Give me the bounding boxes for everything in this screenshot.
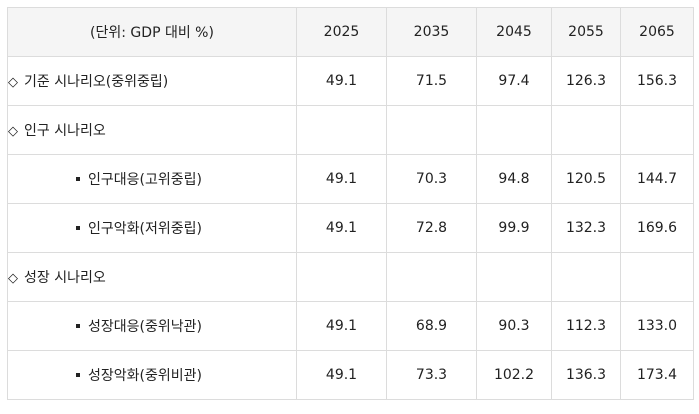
unit-label-header: (단위: GDP 대비 %) [7, 7, 297, 57]
square-bullet-icon [76, 177, 80, 181]
diamond-icon: ◇ [8, 75, 18, 90]
table-cell: 68.9 [386, 301, 477, 351]
table-cell: 71.5 [386, 56, 477, 106]
diamond-icon: ◇ [8, 124, 18, 139]
table-cell: 49.1 [296, 154, 387, 204]
table-cell: 99.9 [476, 203, 552, 253]
table-cell: 49.1 [296, 56, 387, 106]
table-cell: 132.3 [551, 203, 621, 253]
row-label: 인구대응(고위중립) [7, 154, 297, 204]
table-row: 성장악화(중위비관) 49.1 73.3 102.2 136.3 173.4 [7, 350, 694, 400]
table-cell: 90.3 [476, 301, 552, 351]
scenario-name: 기준 시나리오(중위중립) [24, 74, 169, 90]
table-cell [386, 252, 477, 302]
row-label: 성장악화(중위비관) [7, 350, 297, 400]
table-cell: 70.3 [386, 154, 477, 204]
year-header: 2035 [386, 7, 477, 57]
table-row: ◇ 성장 시나리오 [7, 252, 694, 302]
scenario-name: 성장악화(중위비관) [88, 368, 202, 384]
table-cell: 144.7 [620, 154, 694, 204]
table-cell: 73.3 [386, 350, 477, 400]
table-cell [620, 252, 694, 302]
table-cell [551, 252, 621, 302]
table-row: 인구대응(고위중립) 49.1 70.3 94.8 120.5 144.7 [7, 154, 694, 204]
table-cell: 72.8 [386, 203, 477, 253]
row-label: ◇ 기준 시나리오(중위중립) [7, 56, 297, 106]
year-header: 2025 [296, 7, 387, 57]
table-row: ◇ 기준 시나리오(중위중립) 49.1 71.5 97.4 126.3 156.… [7, 56, 694, 106]
scenario-name: 인구 시나리오 [24, 123, 106, 139]
table-cell: 136.3 [551, 350, 621, 400]
diamond-icon: ◇ [8, 271, 18, 286]
square-bullet-icon [76, 324, 80, 328]
table-cell: 120.5 [551, 154, 621, 204]
scenario-name: 성장대응(중위낙관) [88, 319, 202, 335]
table-header-row: (단위: GDP 대비 %) 2025 2035 2045 2055 2065 [7, 7, 694, 57]
table-cell: 156.3 [620, 56, 694, 106]
table-row: ◇ 인구 시나리오 [7, 105, 694, 155]
table-cell: 49.1 [296, 301, 387, 351]
scenario-name: 인구대응(고위중립) [88, 172, 202, 188]
square-bullet-icon [76, 226, 80, 230]
row-label: 성장대응(중위낙관) [7, 301, 297, 351]
table-cell [620, 105, 694, 155]
table-row: 인구악화(저위중립) 49.1 72.8 99.9 132.3 169.6 [7, 203, 694, 253]
row-label: ◇ 인구 시나리오 [7, 105, 297, 155]
scenario-name: 성장 시나리오 [24, 270, 106, 286]
table-cell [296, 105, 387, 155]
year-header: 2065 [620, 7, 694, 57]
table-cell: 126.3 [551, 56, 621, 106]
table-cell: 102.2 [476, 350, 552, 400]
square-bullet-icon [76, 373, 80, 377]
table-cell [476, 252, 552, 302]
table-cell [296, 252, 387, 302]
table-cell: 49.1 [296, 203, 387, 253]
table-cell: 94.8 [476, 154, 552, 204]
row-label: 인구악화(저위중립) [7, 203, 297, 253]
table-row: 성장대응(중위낙관) 49.1 68.9 90.3 112.3 133.0 [7, 301, 694, 351]
year-header: 2045 [476, 7, 552, 57]
year-header: 2055 [551, 7, 621, 57]
table-cell: 173.4 [620, 350, 694, 400]
row-label: ◇ 성장 시나리오 [7, 252, 297, 302]
table-cell: 49.1 [296, 350, 387, 400]
table-cell: 112.3 [551, 301, 621, 351]
table-cell: 133.0 [620, 301, 694, 351]
table-cell: 169.6 [620, 203, 694, 253]
scenario-name: 인구악화(저위중립) [88, 221, 202, 237]
table-cell [476, 105, 552, 155]
debt-projection-table: (단위: GDP 대비 %) 2025 2035 2045 2055 2065 … [7, 7, 694, 400]
table-cell [551, 105, 621, 155]
table-cell: 97.4 [476, 56, 552, 106]
table-cell [386, 105, 477, 155]
